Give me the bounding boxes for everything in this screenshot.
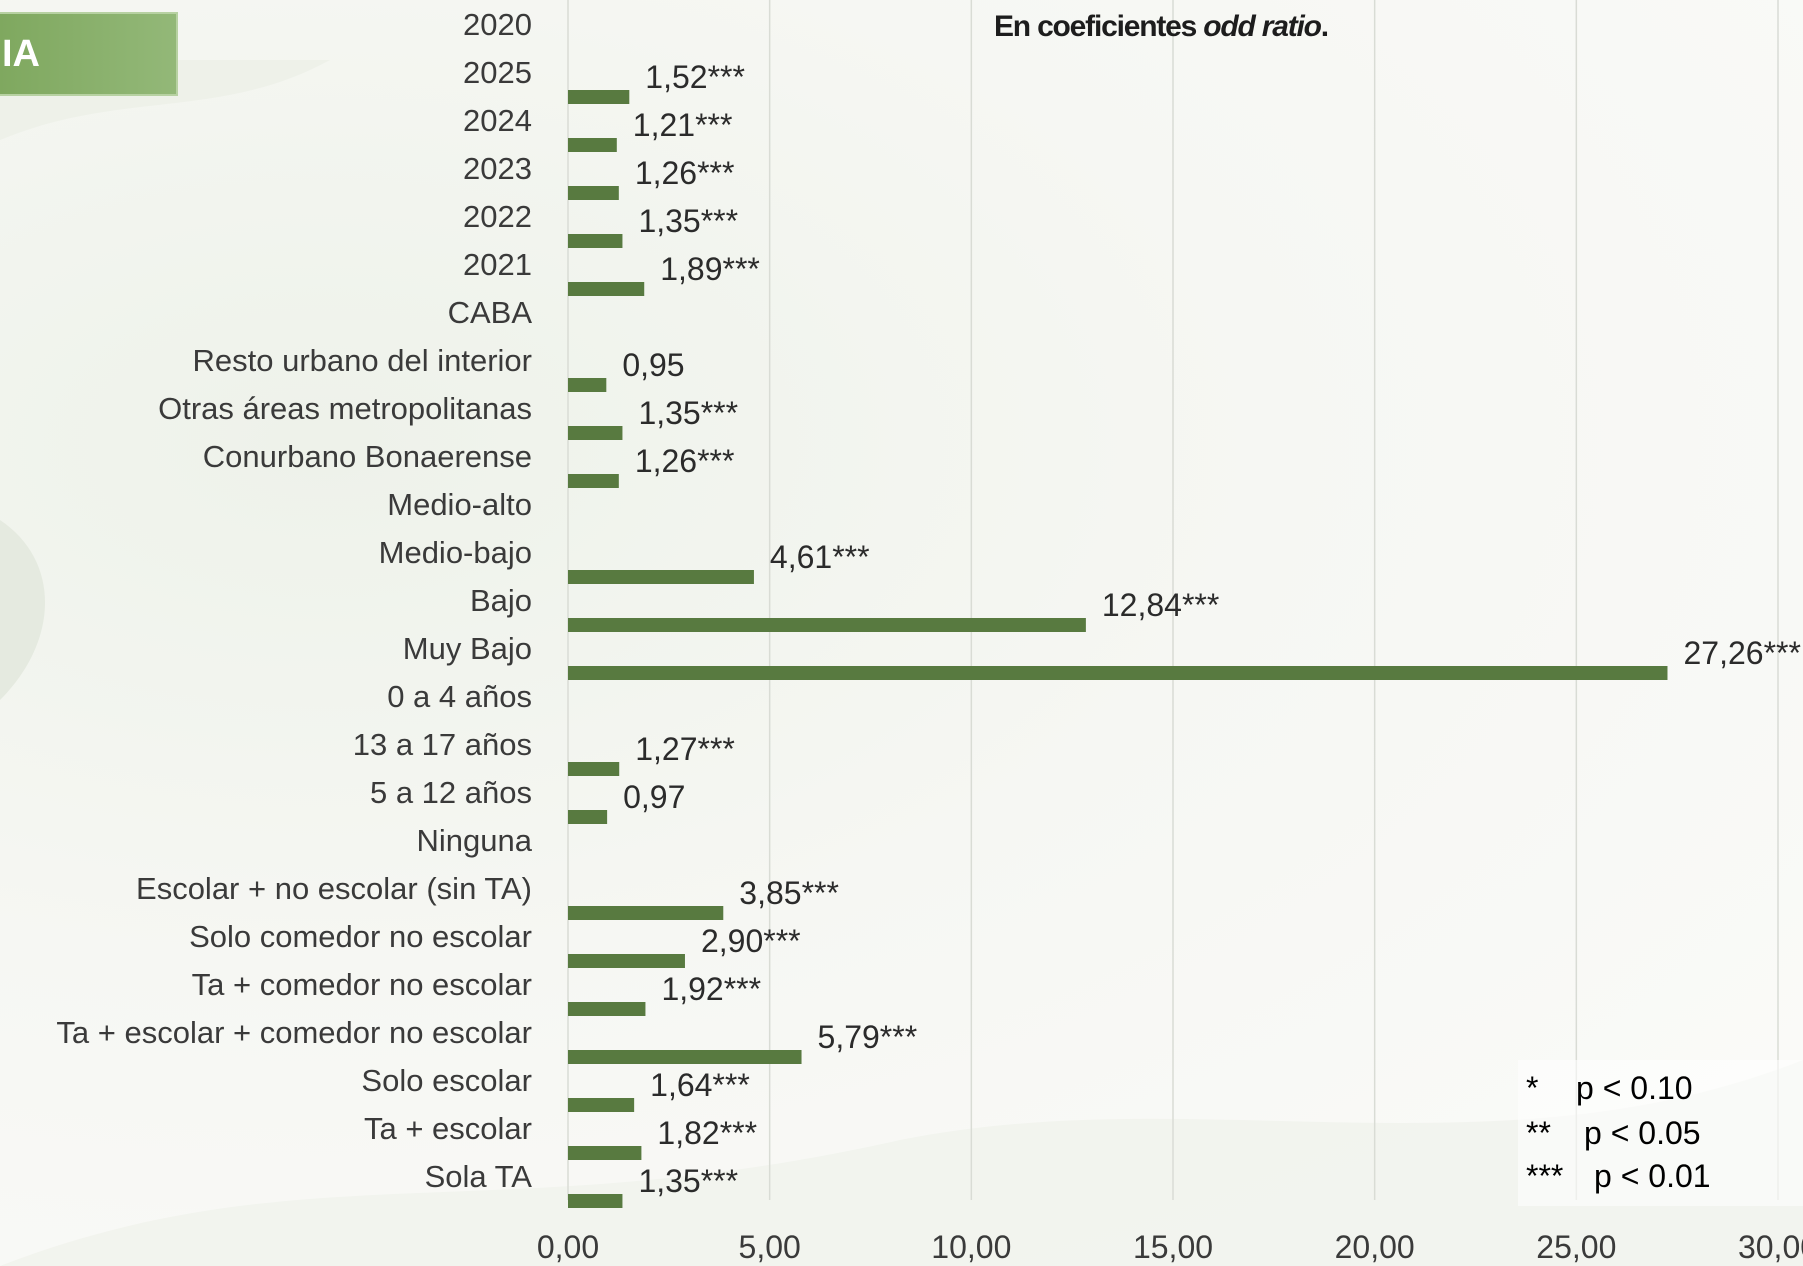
- data-label: 1,35***: [638, 395, 738, 431]
- legend-text: p < 0.01: [1594, 1158, 1711, 1194]
- bar: [568, 378, 607, 392]
- category-label: 2024: [463, 103, 532, 138]
- data-label: 12,84***: [1102, 587, 1219, 623]
- bar: [568, 810, 608, 824]
- category-label: Otras áreas metropolitanas: [158, 391, 532, 426]
- bar: [568, 570, 754, 584]
- category-label: Muy Bajo: [403, 631, 532, 666]
- category-label: Medio-bajo: [379, 535, 532, 570]
- data-label: 1,27***: [635, 731, 735, 767]
- category-label: 2022: [463, 199, 532, 234]
- category-label: Escolar + no escolar (sin TA): [136, 871, 532, 906]
- data-label: 1,64***: [650, 1067, 750, 1103]
- bar: [568, 954, 685, 968]
- section-tab-label: IA: [2, 33, 40, 75]
- significance-legend: * p < 0.10 ** p < 0.05 *** p < 0.01: [1518, 1060, 1803, 1206]
- category-label: Ta + escolar: [364, 1111, 532, 1146]
- legend-row: ** p < 0.05: [1526, 1115, 1701, 1155]
- bar: [568, 426, 623, 440]
- bar: [568, 138, 617, 152]
- subtitle-emphasis: odd ratio: [1203, 10, 1322, 43]
- category-label: Ta + comedor no escolar: [192, 967, 532, 1002]
- bar: [568, 234, 623, 248]
- bar: [568, 474, 619, 488]
- legend-stars: *: [1526, 1070, 1539, 1106]
- gridlines: [567, 0, 1779, 1200]
- data-label: 3,85***: [739, 875, 839, 911]
- bar: [568, 906, 724, 920]
- category-label: 13 a 17 años: [353, 727, 532, 762]
- category-label: Sola TA: [425, 1159, 533, 1194]
- bar: [568, 618, 1086, 632]
- data-label: 0,95: [622, 347, 684, 383]
- category-labels: 2020 2025 2024 2023 2022 2021 CABA Resto urbano…: [56, 7, 532, 1194]
- bar: [568, 666, 1668, 680]
- category-label: Solo escolar: [361, 1063, 532, 1098]
- legend-row: * p < 0.10: [1526, 1070, 1693, 1110]
- bar: [568, 1146, 642, 1160]
- category-label: 2025: [463, 55, 532, 90]
- data-label: 2,90***: [701, 923, 801, 959]
- x-axis-ticks: 0,00 5,00 10,00 15,00 20,00 25,00 30,00: [537, 1229, 1803, 1265]
- category-label: 2020: [463, 7, 532, 42]
- x-tick-label: 20,00: [1335, 1229, 1415, 1265]
- data-label: 1,35***: [638, 1163, 738, 1199]
- data-label: 1,26***: [635, 443, 735, 479]
- category-label: Solo comedor no escolar: [189, 919, 532, 954]
- data-label: 1,92***: [661, 971, 761, 1007]
- data-label: 5,79***: [818, 1019, 918, 1055]
- data-label: 1,26***: [635, 155, 735, 191]
- subtitle-suffix: .: [1320, 10, 1329, 43]
- chart-subtitle: En coeficientes odd ratio.: [994, 10, 1329, 44]
- category-label: 2021: [463, 247, 532, 282]
- data-label: 1,21***: [633, 107, 733, 143]
- bar: [568, 282, 645, 296]
- legend-stars: ***: [1526, 1158, 1564, 1194]
- bar: [568, 1194, 623, 1208]
- x-tick-label: 10,00: [931, 1229, 1011, 1265]
- section-tab: IA: [0, 12, 178, 96]
- x-tick-label: 0,00: [537, 1229, 599, 1265]
- bar: [568, 1098, 635, 1112]
- bars: [568, 90, 1668, 1208]
- legend-text: p < 0.05: [1584, 1115, 1701, 1151]
- legend-stars: **: [1526, 1115, 1551, 1151]
- x-tick-label: 15,00: [1133, 1229, 1213, 1265]
- subtitle-prefix: En coeficientes: [994, 10, 1204, 43]
- category-label: Bajo: [470, 583, 532, 618]
- legend-row: *** p < 0.01: [1526, 1158, 1711, 1198]
- bar: [568, 186, 619, 200]
- data-label: 1,89***: [660, 251, 760, 287]
- data-label: 0,97: [623, 779, 685, 815]
- data-label: 1,82***: [657, 1115, 757, 1151]
- data-label: 1,52***: [645, 59, 745, 95]
- data-label: 1,35***: [638, 203, 738, 239]
- category-label: 5 a 12 años: [370, 775, 532, 810]
- category-label: CABA: [448, 295, 533, 330]
- bar: [568, 1050, 802, 1064]
- legend-text: p < 0.10: [1576, 1070, 1693, 1106]
- category-label: Ninguna: [417, 823, 533, 858]
- category-label: Medio-alto: [387, 487, 532, 522]
- bar: [568, 90, 630, 104]
- data-label: 27,26***: [1683, 635, 1800, 671]
- category-label: Ta + escolar + comedor no escolar: [56, 1015, 532, 1050]
- value-labels: 1,52*** 1,21*** 1,26*** 1,35*** 1,89*** 0,95 1…: [622, 59, 1801, 1199]
- data-label: 4,61***: [770, 539, 870, 575]
- category-label: 0 a 4 años: [387, 679, 532, 714]
- category-label: 2023: [463, 151, 532, 186]
- x-tick-label: 25,00: [1536, 1229, 1616, 1265]
- x-tick-label: 5,00: [739, 1229, 801, 1265]
- bar: [568, 1002, 646, 1016]
- x-tick-label: 30,00: [1738, 1229, 1803, 1265]
- bar: [568, 762, 620, 776]
- category-label: Conurbano Bonaerense: [203, 439, 532, 474]
- category-label: Resto urbano del interior: [193, 343, 532, 378]
